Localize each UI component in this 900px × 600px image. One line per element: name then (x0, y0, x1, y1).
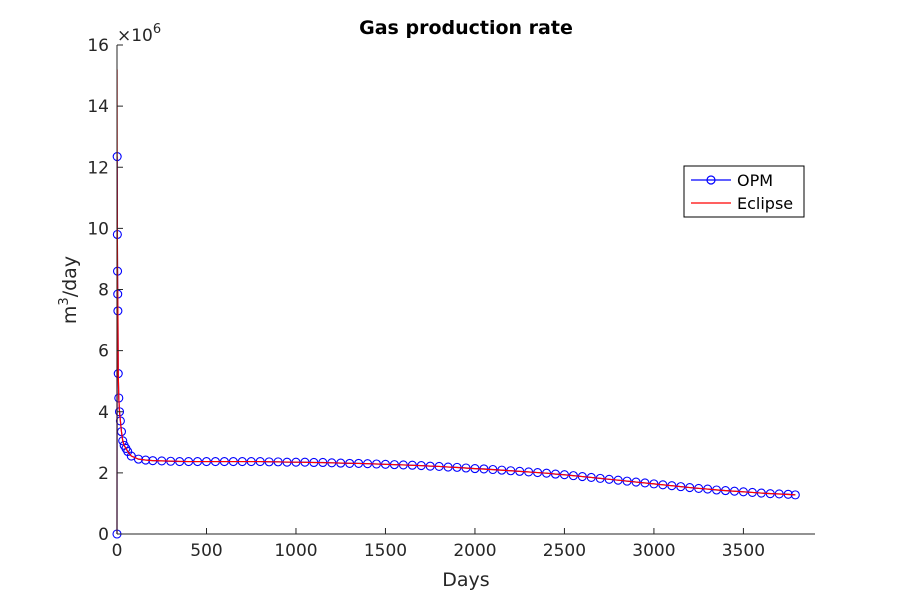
ticks-layer: 0 500 1000 1500 2000 2500 3000 3500 0 2 4 6 8 10 12 14 1… (87, 36, 765, 561)
x-tick-label: 3000 (632, 541, 675, 561)
legend-label-opm: OPM (737, 171, 773, 190)
series-line-eclipse (116, 69, 796, 535)
y-tick-label: 12 (87, 158, 109, 178)
y-axis-label: m3/day (57, 256, 81, 324)
legend-marker-opm (706, 175, 716, 185)
x-tick-label: 0 (112, 541, 123, 561)
x-tick-label: 1000 (274, 541, 317, 561)
series-layer (112, 69, 800, 539)
legend-box (683, 165, 805, 218)
y-axis-label-rest: /day (59, 256, 81, 297)
y-tick-label: 8 (98, 281, 109, 301)
y-multiplier-exp: 6 (153, 22, 161, 37)
x-tick-label: 500 (190, 541, 222, 561)
plot-background (117, 45, 815, 534)
y-tick-label: 14 (87, 97, 109, 117)
y-tick-label: 6 (98, 342, 109, 362)
legend-label-eclipse: Eclipse (737, 194, 793, 213)
chart-title: Gas production rate (359, 17, 573, 39)
y-tick-label: 2 (98, 464, 109, 484)
x-tick-label: 3500 (722, 541, 765, 561)
x-axis-label: Days (442, 569, 489, 591)
y-tick-label: 10 (87, 219, 109, 239)
x-tick-label: 2000 (453, 541, 496, 561)
y-tick-label: 16 (87, 36, 109, 56)
y-axis-label-base: m (59, 306, 81, 325)
y-multiplier-base: ×10 (117, 26, 153, 46)
x-tick-label: 1500 (364, 541, 407, 561)
x-tick-label: 2500 (543, 541, 586, 561)
y-axis-label-sup: 3 (57, 297, 72, 305)
y-tick-label: 0 (98, 525, 109, 545)
y-multiplier: ×106 (117, 22, 161, 46)
y-tick-label: 4 (98, 403, 109, 423)
legend: OPM Eclipse (683, 165, 805, 218)
